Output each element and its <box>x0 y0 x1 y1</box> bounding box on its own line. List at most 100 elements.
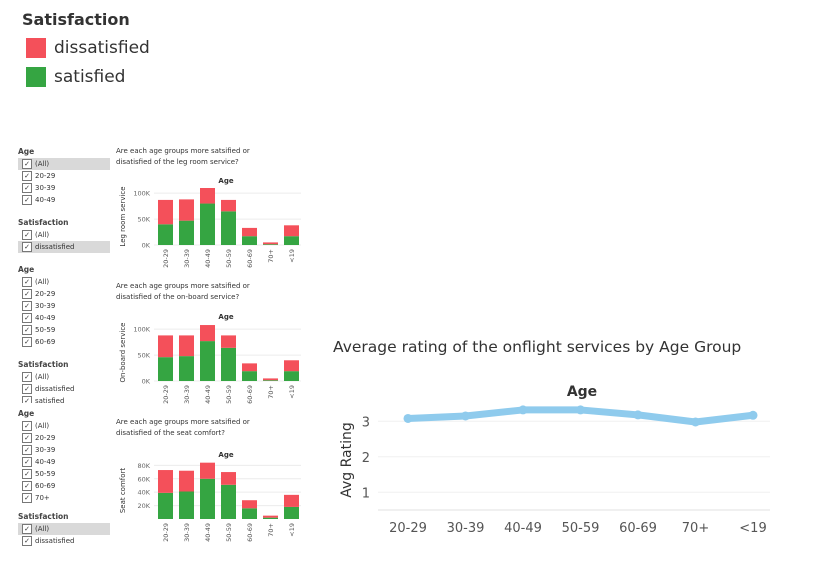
checkbox[interactable]: ✓ <box>22 289 32 299</box>
filter-option-label: (All) <box>35 278 50 286</box>
filter-panel-3: Age ✓ (All) ✓ 20-29 ✓ 30-39 ✓ 40-49 ✓ 50-59 ✓ 60-69… <box>18 406 110 553</box>
chart-question-on-board: Are each age groups more satsified or di… <box>116 282 250 301</box>
age-option-60-69[interactable]: ✓ 60-69 <box>18 336 110 348</box>
y-tick-label: 40K <box>137 489 150 497</box>
checkbox[interactable]: ✓ <box>22 313 32 323</box>
checkbox[interactable]: ✓ <box>22 195 32 205</box>
age-option-50-59[interactable]: ✓ 50-59 <box>18 324 110 336</box>
checkbox[interactable]: ✓ <box>22 183 32 193</box>
checkbox[interactable]: ✓ <box>22 372 32 382</box>
satisfaction-option-all[interactable]: ✓ (All) <box>18 229 110 241</box>
y-axis-title: Avg Rating <box>339 422 355 498</box>
filter-panel-2: Age ✓ (All) ✓ 20-29 ✓ 30-39 ✓ 40-49 ✓ 50-59 ✓ 60-69… <box>18 262 110 403</box>
filter-option-label: 40-49 <box>35 314 56 322</box>
y-axis-title: Seat comfort <box>119 468 127 514</box>
filter-option-label: (All) <box>35 160 50 168</box>
filter-option-label: 40-49 <box>35 458 56 466</box>
age-option-70[interactable]: ✓ 70+ <box>18 492 110 504</box>
age-option-30-39[interactable]: ✓ 30-39 <box>18 444 110 456</box>
age-option-40-49[interactable]: ✓ 40-49 <box>18 312 110 324</box>
age-option-all[interactable]: ✓ (All) <box>18 158 110 170</box>
bar-dissatisfied-50-59 <box>221 335 236 348</box>
filter-satisfaction-list[interactable]: ✓ (All) ✓ dissatisfied <box>18 523 110 553</box>
satisfaction-option-dissatisfied[interactable]: ✓ dissatisfied <box>18 241 110 253</box>
filter-option-label: satisfied <box>35 397 65 403</box>
bar-dissatisfied-70 <box>263 378 278 381</box>
legend-item-dissatisfied[interactable]: dissatisfied <box>26 38 150 58</box>
checkbox[interactable]: ✓ <box>22 481 32 491</box>
x-tick-label: 30-39 <box>183 385 191 404</box>
age-option-30-39[interactable]: ✓ 30-39 <box>18 300 110 312</box>
satisfaction-option-dissatisfied[interactable]: ✓ dissatisfied <box>18 383 110 395</box>
checkbox[interactable]: ✓ <box>22 301 32 311</box>
age-option-30-39[interactable]: ✓ 30-39 <box>18 182 110 194</box>
bar-dissatisfied-19 <box>284 494 299 507</box>
y-axis-title: Leg room service <box>119 186 127 246</box>
checkbox[interactable]: ✓ <box>22 445 32 455</box>
filter-option-label: 30-39 <box>35 302 56 310</box>
y-tick-label: 100K <box>133 190 150 198</box>
checkbox[interactable]: ✓ <box>22 384 32 394</box>
checkbox[interactable]: ✓ <box>22 337 32 347</box>
x-tick-label: 70+ <box>267 249 275 263</box>
checkbox[interactable]: ✓ <box>22 469 32 479</box>
checkbox[interactable]: ✓ <box>22 242 32 252</box>
x-tick-label: 40-49 <box>204 249 212 268</box>
filter-satisfaction-title: Satisfaction <box>18 512 69 521</box>
age-option-40-49[interactable]: ✓ 40-49 <box>18 456 110 468</box>
checkbox[interactable]: ✓ <box>22 277 32 287</box>
filter-option-label: dissatisfied <box>35 537 75 545</box>
filter-option-label: dissatisfied <box>35 385 75 393</box>
checkbox[interactable]: ✓ <box>22 421 32 431</box>
x-tick-label: 50-59 <box>225 523 233 542</box>
filter-satisfaction-list[interactable]: ✓ (All) ✓ dissatisfied <box>18 229 110 257</box>
checkbox[interactable]: ✓ <box>22 159 32 169</box>
x-tick-label: 30-39 <box>447 521 485 536</box>
satisfaction-option-dissatisfied[interactable]: ✓ dissatisfied <box>18 535 110 547</box>
bar-satisfied-30-39 <box>179 491 194 519</box>
filter-age-list[interactable]: ✓ (All) ✓ 20-29 ✓ 30-39 ✓ 40-49 <box>18 158 110 212</box>
x-tick-label: 60-69 <box>246 523 254 542</box>
filter-option-label: 60-69 <box>35 482 56 490</box>
x-tick-label: 40-49 <box>204 523 212 542</box>
point-19 <box>748 410 758 420</box>
bar-dissatisfied-20-29 <box>158 335 173 358</box>
satisfaction-option-all[interactable]: ✓ (All) <box>18 523 110 535</box>
filter-satisfaction-list[interactable]: ✓ (All) ✓ dissatisfied ✓ satisfied <box>18 371 110 403</box>
age-option-all[interactable]: ✓ (All) <box>18 420 110 432</box>
leg-room-bar-chart: Age Leg room service 0K 50K 100K 20-29 30-39 40… <box>119 177 301 268</box>
checkbox[interactable]: ✓ <box>22 325 32 335</box>
bar-satisfied-50-59 <box>221 484 236 519</box>
age-option-all[interactable]: ✓ (All) <box>18 276 110 288</box>
filter-option-label: 50-59 <box>35 326 56 334</box>
filter-age-list[interactable]: ✓ (All) ✓ 20-29 ✓ 30-39 ✓ 40-49 ✓ 50-59 ✓ 60-69 ✓ 70+ <box>18 420 110 508</box>
age-option-20-29[interactable]: ✓ 20-29 <box>18 432 110 444</box>
bar-dissatisfied-60-69 <box>242 227 257 237</box>
x-tick-label: 40-49 <box>504 521 542 536</box>
bar-dissatisfied-70 <box>263 515 278 518</box>
filter-option-label: (All) <box>35 422 50 430</box>
x-tick-label: 60-69 <box>246 385 254 404</box>
filter-age-list[interactable]: ✓ (All) ✓ 20-29 ✓ 30-39 ✓ 40-49 ✓ 50-59 ✓ 60-69 <box>18 276 110 356</box>
checkbox[interactable]: ✓ <box>22 536 32 546</box>
checkbox[interactable]: ✓ <box>22 457 32 467</box>
age-option-60-69[interactable]: ✓ 60-69 <box>18 480 110 492</box>
checkbox[interactable]: ✓ <box>22 171 32 181</box>
age-option-20-29[interactable]: ✓ 20-29 <box>18 170 110 182</box>
checkbox[interactable]: ✓ <box>22 524 32 534</box>
bar-satisfied-19 <box>284 506 299 519</box>
checkbox[interactable]: ✓ <box>22 433 32 443</box>
x-tick-label: 70+ <box>682 521 709 536</box>
y-tick-label: 20K <box>137 502 150 510</box>
legend-item-satisfied[interactable]: satisfied <box>26 67 125 87</box>
checkbox[interactable]: ✓ <box>22 230 32 240</box>
checkbox[interactable]: ✓ <box>22 396 32 403</box>
age-option-40-49[interactable]: ✓ 40-49 <box>18 194 110 206</box>
satisfaction-option-all[interactable]: ✓ (All) <box>18 371 110 383</box>
checkbox[interactable]: ✓ <box>22 493 32 503</box>
bar-satisfied-19 <box>284 236 299 245</box>
satisfaction-option-satisfied[interactable]: ✓ satisfied <box>18 395 110 403</box>
age-option-20-29[interactable]: ✓ 20-29 <box>18 288 110 300</box>
age-option-50-59[interactable]: ✓ 50-59 <box>18 468 110 480</box>
x-tick-label: <19 <box>739 521 766 536</box>
